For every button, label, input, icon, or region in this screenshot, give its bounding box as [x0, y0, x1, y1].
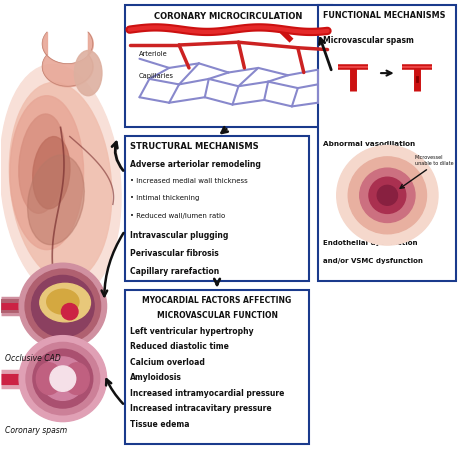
FancyBboxPatch shape	[125, 137, 309, 281]
Circle shape	[25, 269, 100, 343]
FancyBboxPatch shape	[125, 291, 309, 444]
Text: STRUCTURAL MECHANISMS: STRUCTURAL MECHANISMS	[129, 142, 258, 151]
Text: and/or VSMC dysfunction: and/or VSMC dysfunction	[323, 258, 423, 264]
Text: Calcium overload: Calcium overload	[129, 358, 204, 367]
Text: Coronary spasm: Coronary spasm	[5, 426, 67, 435]
Ellipse shape	[10, 96, 83, 250]
Text: Microvascular spasm: Microvascular spasm	[323, 36, 414, 45]
Text: Occlusive CAD: Occlusive CAD	[5, 354, 61, 363]
Circle shape	[62, 303, 78, 320]
Circle shape	[348, 157, 427, 234]
Circle shape	[41, 357, 85, 400]
Text: Arteriole: Arteriole	[139, 51, 167, 57]
Text: Left ventricular hypertrophy: Left ventricular hypertrophy	[129, 327, 253, 336]
Circle shape	[377, 185, 398, 205]
Circle shape	[33, 349, 93, 408]
Text: Capillary rarefaction: Capillary rarefaction	[129, 266, 219, 276]
Text: • Reduced wall/lumen ratio: • Reduced wall/lumen ratio	[129, 213, 225, 219]
Ellipse shape	[9, 83, 112, 281]
FancyBboxPatch shape	[125, 5, 332, 128]
Circle shape	[26, 342, 100, 415]
Text: Increased intramyocardial pressure: Increased intramyocardial pressure	[129, 389, 284, 398]
Ellipse shape	[57, 367, 69, 390]
Circle shape	[360, 168, 415, 222]
Text: Increased intracavitary pressure: Increased intracavitary pressure	[129, 404, 271, 413]
Circle shape	[19, 263, 107, 349]
Ellipse shape	[74, 50, 102, 96]
Text: Endothelial dysfunction: Endothelial dysfunction	[323, 240, 418, 246]
Ellipse shape	[0, 64, 121, 299]
Text: • Increased medial wall thickness: • Increased medial wall thickness	[129, 178, 247, 183]
Ellipse shape	[27, 155, 84, 245]
Text: Adverse arteriolar remodeling: Adverse arteriolar remodeling	[129, 160, 260, 169]
Circle shape	[19, 336, 107, 422]
Ellipse shape	[47, 289, 79, 314]
Text: Microvessel
unable to dilate: Microvessel unable to dilate	[415, 155, 454, 166]
Circle shape	[50, 366, 76, 391]
Text: FUNCTIONAL MECHANISMS: FUNCTIONAL MECHANISMS	[323, 10, 446, 20]
Text: CORONARY MICROCIRCULATION: CORONARY MICROCIRCULATION	[155, 12, 303, 21]
Ellipse shape	[19, 114, 65, 213]
Text: Abnormal vasodilation: Abnormal vasodilation	[323, 141, 415, 147]
Circle shape	[337, 146, 438, 245]
Circle shape	[369, 177, 406, 213]
Text: Capillaries: Capillaries	[139, 73, 174, 79]
Text: Amyloidosis: Amyloidosis	[129, 373, 182, 382]
Text: Reduced diastolic time: Reduced diastolic time	[129, 342, 228, 351]
Text: Perivascular fibrosis: Perivascular fibrosis	[129, 249, 219, 258]
Ellipse shape	[40, 283, 91, 322]
Ellipse shape	[33, 137, 70, 209]
Text: • Intimal thickening: • Intimal thickening	[129, 195, 199, 201]
Text: MICROVASCULAR FUNCTION: MICROVASCULAR FUNCTION	[156, 311, 278, 320]
Text: Intravascular plugging: Intravascular plugging	[129, 231, 228, 240]
Ellipse shape	[64, 363, 89, 395]
Ellipse shape	[36, 363, 62, 395]
FancyBboxPatch shape	[319, 5, 456, 281]
Text: MYOCARDIAL FACTORS AFFECTING: MYOCARDIAL FACTORS AFFECTING	[142, 296, 292, 305]
Circle shape	[32, 276, 94, 337]
Text: Tissue edema: Tissue edema	[129, 419, 189, 429]
